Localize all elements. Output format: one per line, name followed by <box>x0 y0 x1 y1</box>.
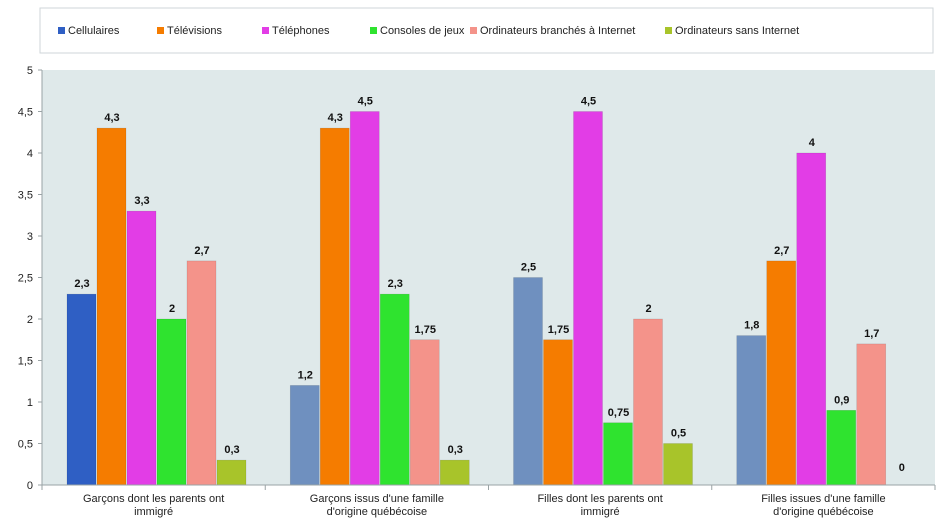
legend-label: Télévisions <box>167 25 223 37</box>
bar <box>543 339 573 486</box>
data-label: 4,5 <box>358 96 373 108</box>
data-label: 2,3 <box>388 278 403 290</box>
legend-label: Consoles de jeux <box>380 25 465 37</box>
bar <box>156 318 187 486</box>
legend-label: Téléphones <box>272 25 330 37</box>
data-label: 0,75 <box>608 407 629 419</box>
bar <box>319 127 350 486</box>
bar <box>289 385 320 486</box>
data-label: 4 <box>809 137 816 149</box>
legend-label: Cellulaires <box>68 25 120 37</box>
data-label: 1,75 <box>548 324 569 336</box>
data-label: 2,7 <box>194 245 209 257</box>
y-tick-label: 0,5 <box>18 439 33 451</box>
data-label: 1,7 <box>864 328 879 340</box>
legend-swatch <box>470 27 477 34</box>
y-tick-label: 2 <box>27 314 33 326</box>
bar <box>66 293 97 486</box>
legend-label: Ordinateurs sans Internet <box>675 25 799 37</box>
legend-label: Ordinateurs branchés à Internet <box>480 25 635 37</box>
y-tick-label: 2,5 <box>18 273 33 285</box>
bar <box>216 459 247 486</box>
bar <box>603 422 633 486</box>
bar <box>126 210 157 486</box>
data-label: 2,7 <box>774 245 789 257</box>
y-tick-label: 4,5 <box>18 107 33 119</box>
data-label: 0,3 <box>224 444 239 456</box>
data-labels: 2,3 1,2 2,5 1,8 4,3 4,3 1,75 2,7 3,3 4,5 4,5 4 2 2,3 0… <box>74 96 904 475</box>
legend-swatch <box>157 27 164 34</box>
bar <box>409 339 440 486</box>
data-label: 3,3 <box>134 195 149 207</box>
legend: Cellulaires Télévisions Téléphones Consoles… <box>58 25 799 37</box>
data-label: 2 <box>169 303 175 315</box>
bar <box>663 443 693 486</box>
data-label: 2 <box>645 303 651 315</box>
x-category-label: Filles issues d'une famille <box>761 493 885 505</box>
bar <box>826 409 857 486</box>
data-label: 0,5 <box>671 428 686 440</box>
bar <box>96 127 127 486</box>
data-label: 1,8 <box>744 320 759 332</box>
x-category-label: Garçons issus d'une famille <box>310 493 444 505</box>
legend-swatch <box>262 27 269 34</box>
legend-swatch <box>665 27 672 34</box>
x-axis: Garçons dont les parents ontimmigréGarço… <box>41 484 936 518</box>
y-tick-label: 1,5 <box>18 356 33 368</box>
legend-box <box>39 7 934 54</box>
data-label: 1,2 <box>298 369 313 381</box>
data-label: 2,5 <box>521 262 536 274</box>
y-axis: 0 0,5 1 1,5 2 2,5 3 3,5 4 4,5 5 <box>18 65 43 492</box>
x-category-label: Garçons dont les parents ont <box>83 493 224 505</box>
y-tick-label: 4 <box>27 148 33 160</box>
legend-swatch <box>58 27 65 34</box>
data-label: 4,3 <box>104 112 119 124</box>
x-category-label: immigré <box>581 506 620 518</box>
data-label: 2,3 <box>74 278 89 290</box>
y-tick-label: 3 <box>27 231 33 243</box>
bar <box>856 343 887 486</box>
data-label: 0 <box>899 462 905 474</box>
bar <box>796 152 827 486</box>
bar <box>186 260 217 486</box>
data-label: 0,9 <box>834 394 849 406</box>
x-category-label: d'origine québécoise <box>327 506 428 518</box>
bar <box>573 111 603 486</box>
bar <box>766 260 797 486</box>
data-label: 0,3 <box>448 444 463 456</box>
y-tick-label: 0 <box>27 480 33 492</box>
x-category-label: Filles dont les parents ont <box>537 493 662 505</box>
bar <box>349 111 380 486</box>
data-label: 1,75 <box>415 324 436 336</box>
bar <box>513 277 543 486</box>
y-tick-label: 1 <box>27 397 33 409</box>
bar <box>736 335 767 486</box>
legend-swatch <box>370 27 377 34</box>
data-label: 4,5 <box>581 96 596 108</box>
bar <box>633 318 663 486</box>
data-label: 4,3 <box>328 112 343 124</box>
y-tick-label: 3,5 <box>18 190 33 202</box>
bar <box>379 293 410 486</box>
x-category-label: d'origine québécoise <box>773 506 874 518</box>
bars <box>66 111 887 486</box>
y-tick-label: 5 <box>27 65 33 77</box>
x-category-label: immigré <box>134 506 173 518</box>
bar <box>439 459 470 486</box>
